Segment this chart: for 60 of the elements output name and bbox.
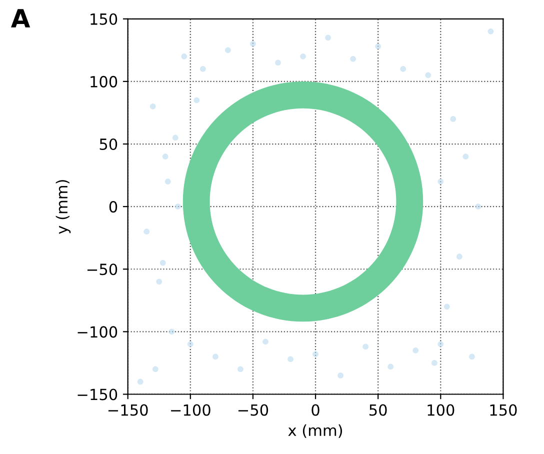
- point: [425, 72, 432, 78]
- y-tick-label: −50: [87, 264, 118, 276]
- point: [174, 204, 181, 210]
- point: [388, 364, 394, 370]
- x-tick-label: 50: [370, 404, 387, 416]
- point: [224, 47, 231, 54]
- point: [362, 344, 369, 350]
- point: [475, 204, 482, 210]
- y-tick-label: −150: [78, 388, 118, 400]
- point: [462, 154, 469, 160]
- point: [350, 56, 356, 62]
- point: [156, 278, 162, 285]
- x-tick-label: 150: [490, 404, 517, 416]
- point: [375, 43, 382, 50]
- y-tick-label: 100: [90, 76, 118, 88]
- point: [450, 116, 456, 122]
- point: [438, 341, 444, 348]
- point: [400, 66, 406, 72]
- point: [250, 40, 256, 47]
- x-tick-label: 0: [312, 404, 320, 416]
- point: [456, 254, 462, 260]
- point: [212, 354, 218, 360]
- y-tick-label: 150: [90, 13, 118, 25]
- x-tick-label: −50: [238, 404, 268, 416]
- point: [325, 34, 331, 41]
- point: [431, 360, 438, 366]
- point: [438, 178, 444, 184]
- point: [444, 304, 450, 310]
- point: [262, 338, 268, 345]
- point: [152, 366, 158, 372]
- y-tick-label: −100: [78, 326, 118, 338]
- point: [137, 378, 144, 385]
- point: [288, 356, 294, 362]
- point: [238, 366, 244, 372]
- point: [312, 351, 318, 358]
- x-tick-label: 100: [428, 404, 454, 416]
- point: [172, 134, 178, 141]
- point: [162, 154, 168, 160]
- x-tick-label: −100: [171, 404, 210, 416]
- text: A: [11, 9, 30, 28]
- point: [144, 228, 150, 235]
- point: [160, 260, 166, 266]
- point: [164, 178, 171, 184]
- point: [168, 328, 175, 335]
- point: [187, 341, 194, 348]
- x-axis-title: x (mm): [288, 424, 342, 438]
- point: [468, 354, 475, 360]
- point: [194, 97, 200, 104]
- point: [488, 28, 494, 34]
- point: [200, 66, 206, 72]
- point: [275, 60, 281, 66]
- y-tick-label: 0: [109, 201, 118, 213]
- point: [150, 104, 156, 110]
- y-tick-label: 50: [100, 138, 118, 150]
- point: [338, 372, 344, 378]
- point: [412, 348, 419, 354]
- x-tick-label: −150: [108, 404, 148, 416]
- point: [300, 53, 306, 60]
- point: [181, 53, 188, 60]
- y-axis-title: y (mm): [56, 180, 71, 234]
